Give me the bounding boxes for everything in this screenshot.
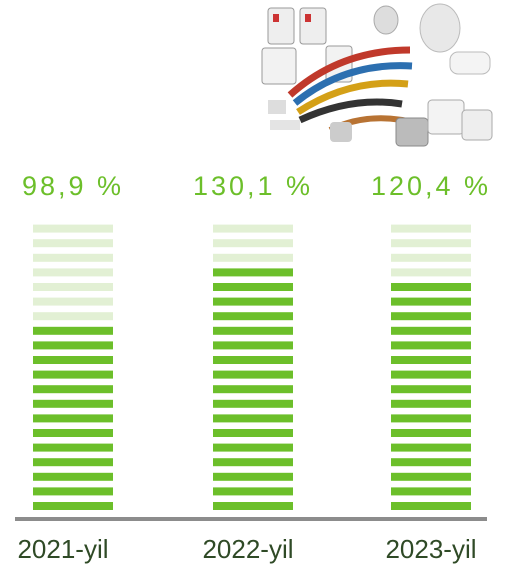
- value-label: 130,1 %: [193, 171, 313, 201]
- bar-stripe: [391, 399, 471, 408]
- bar-stripe: [213, 399, 293, 408]
- empty-stripe: [33, 312, 113, 321]
- bar-stripe: [213, 385, 293, 394]
- empty-stripe: [391, 239, 471, 248]
- empty-stripe: [213, 239, 293, 248]
- bar-stripe: [213, 502, 293, 510]
- bar-stripe: [391, 312, 471, 321]
- bar-stripe: [33, 443, 113, 452]
- bar-stripe: [213, 458, 293, 467]
- empty-stripe: [213, 224, 293, 233]
- bar-stripe: [213, 297, 293, 306]
- bar-stripe: [391, 326, 471, 335]
- bar-stripe: [213, 429, 293, 437]
- value-label: 120,4 %: [371, 171, 491, 201]
- empty-stripe: [391, 253, 471, 262]
- bar-stripe: [213, 443, 293, 452]
- bar-stripe: [391, 283, 471, 291]
- bar-stripe: [391, 297, 471, 306]
- bar-stripe: [33, 341, 113, 350]
- bar-stripe: [391, 370, 471, 379]
- bar-stripe: [33, 326, 113, 335]
- bar-stripe: [33, 472, 113, 481]
- bar-stripe: [391, 414, 471, 423]
- bar-stripe: [33, 487, 113, 496]
- bar-stripe: [391, 356, 471, 364]
- bar-stripe: [33, 458, 113, 467]
- bar-stripe: [213, 356, 293, 364]
- empty-stripe: [391, 268, 471, 277]
- x-tick-label: 2023-yil: [385, 534, 476, 564]
- empty-stripe: [33, 224, 113, 233]
- bar-stripe: [33, 429, 113, 437]
- bar-stripe: [33, 399, 113, 408]
- bar-stripe: [391, 472, 471, 481]
- bar-stripe: [33, 502, 113, 510]
- bar-stripe: [213, 326, 293, 335]
- bar-stripe: [391, 487, 471, 496]
- bar-stripe: [213, 414, 293, 423]
- bar-stripe: [213, 370, 293, 379]
- bar-stripe: [33, 356, 113, 364]
- bar-stripe: [213, 341, 293, 350]
- empty-stripe: [33, 239, 113, 248]
- empty-stripe: [391, 224, 471, 233]
- bar-stripe: [33, 385, 113, 394]
- bar-stripe: [33, 370, 113, 379]
- product-image: [261, 3, 493, 147]
- bar-stripe: [391, 443, 471, 452]
- bar-stripe: [213, 487, 293, 496]
- bar-stripe: [391, 429, 471, 437]
- empty-stripe: [33, 268, 113, 277]
- empty-stripe: [33, 283, 113, 291]
- bar-stripe: [391, 385, 471, 394]
- empty-stripe: [33, 253, 113, 262]
- empty-stripe: [213, 253, 293, 262]
- bar-stripe: [33, 414, 113, 423]
- bar-stripe: [391, 502, 471, 510]
- bar-stripe: [213, 312, 293, 321]
- x-tick-label: 2022-yil: [202, 534, 293, 564]
- bar-stripe: [213, 283, 293, 291]
- bar-stripe: [213, 268, 293, 277]
- x-tick-label: 2021-yil: [17, 534, 108, 564]
- empty-stripe: [33, 297, 113, 306]
- bar-stripe: [391, 458, 471, 467]
- bar-stripe: [213, 472, 293, 481]
- bar-stripe: [391, 341, 471, 350]
- value-label: 98,9 %: [22, 171, 124, 201]
